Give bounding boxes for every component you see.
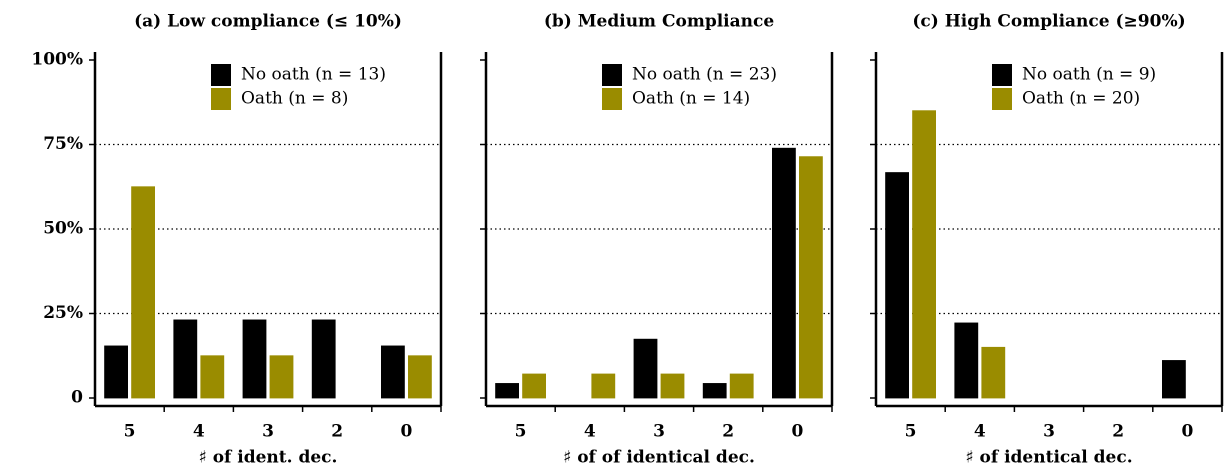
bar bbox=[131, 186, 156, 399]
x-tick-label: 2 bbox=[1112, 422, 1124, 442]
x-tick-label: 3 bbox=[653, 422, 665, 442]
bar bbox=[799, 156, 823, 399]
legend-swatch bbox=[602, 64, 622, 86]
bar bbox=[702, 383, 727, 399]
legend-swatch bbox=[211, 88, 231, 110]
legend-swatch bbox=[992, 64, 1012, 86]
x-tick-label: 2 bbox=[331, 422, 343, 442]
x-tick-label: 5 bbox=[905, 422, 917, 442]
x-tick-label: 2 bbox=[722, 422, 734, 442]
x-tick-label: 4 bbox=[974, 422, 986, 442]
y-tick-label: 25% bbox=[43, 303, 83, 323]
x-tick-label: 4 bbox=[584, 422, 596, 442]
bar bbox=[772, 147, 796, 399]
bar bbox=[407, 355, 432, 399]
x-axis-label: ♯ of identical dec. bbox=[965, 448, 1132, 468]
y-tick-label: 50% bbox=[43, 219, 83, 239]
bar bbox=[1162, 360, 1186, 399]
y-tick-label: 0 bbox=[71, 388, 83, 408]
bar bbox=[380, 345, 405, 399]
legend-label: No oath (n = 23) bbox=[632, 65, 777, 85]
y-tick-label: 75% bbox=[43, 134, 83, 154]
bar bbox=[495, 383, 520, 399]
x-tick-label: 0 bbox=[1181, 422, 1193, 442]
bar bbox=[311, 319, 336, 399]
legend-label: No oath (n = 13) bbox=[241, 65, 386, 85]
bar bbox=[885, 172, 909, 399]
legend-label: Oath (n = 8) bbox=[241, 89, 348, 109]
bar bbox=[633, 338, 658, 399]
x-tick-label: 4 bbox=[193, 422, 205, 442]
bar bbox=[954, 322, 979, 399]
legend-label: Oath (n = 14) bbox=[632, 89, 750, 109]
bar bbox=[729, 373, 754, 399]
bar bbox=[912, 110, 936, 399]
panel-title: (a) Low compliance (≤ 10%) bbox=[134, 12, 402, 32]
panel-title: (b) Medium Compliance bbox=[544, 12, 775, 32]
x-tick-label: 0 bbox=[400, 422, 412, 442]
x-tick-label: 3 bbox=[1043, 422, 1055, 442]
legend-label: No oath (n = 9) bbox=[1022, 65, 1156, 85]
x-tick-label: 5 bbox=[124, 422, 136, 442]
bar bbox=[242, 319, 267, 399]
bar bbox=[269, 355, 294, 399]
bar bbox=[522, 373, 546, 399]
panel-title: (c) High Compliance (≥90%) bbox=[912, 12, 1185, 32]
x-tick-label: 5 bbox=[515, 422, 527, 442]
bar bbox=[104, 345, 128, 399]
x-tick-label: 3 bbox=[262, 422, 274, 442]
x-tick-label: 0 bbox=[791, 422, 803, 442]
x-axis-label: ♯ of ident. dec. bbox=[199, 448, 338, 468]
legend-swatch bbox=[211, 64, 231, 86]
legend-swatch bbox=[602, 88, 622, 110]
legend-label: Oath (n = 20) bbox=[1022, 89, 1140, 109]
bar bbox=[200, 355, 225, 399]
bar bbox=[660, 373, 685, 399]
bar bbox=[981, 346, 1006, 399]
legend-swatch bbox=[992, 88, 1012, 110]
y-tick-label: 100% bbox=[31, 50, 83, 70]
x-axis-label: ♯ of of identical dec. bbox=[563, 448, 755, 468]
bar bbox=[591, 373, 616, 399]
bar bbox=[173, 319, 198, 399]
